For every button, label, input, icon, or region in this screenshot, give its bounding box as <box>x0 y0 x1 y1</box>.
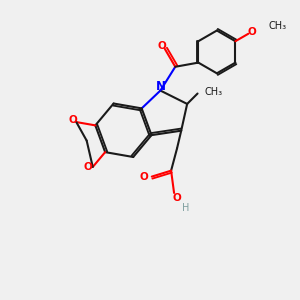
Text: O: O <box>68 115 77 125</box>
Text: CH₃: CH₃ <box>204 87 222 97</box>
Text: N: N <box>155 80 165 93</box>
Text: O: O <box>158 41 166 51</box>
Text: O: O <box>172 193 181 203</box>
Text: CH₃: CH₃ <box>269 21 287 31</box>
Text: O: O <box>140 172 149 182</box>
Text: O: O <box>248 27 256 37</box>
Text: O: O <box>83 162 92 172</box>
Text: H: H <box>182 203 190 213</box>
